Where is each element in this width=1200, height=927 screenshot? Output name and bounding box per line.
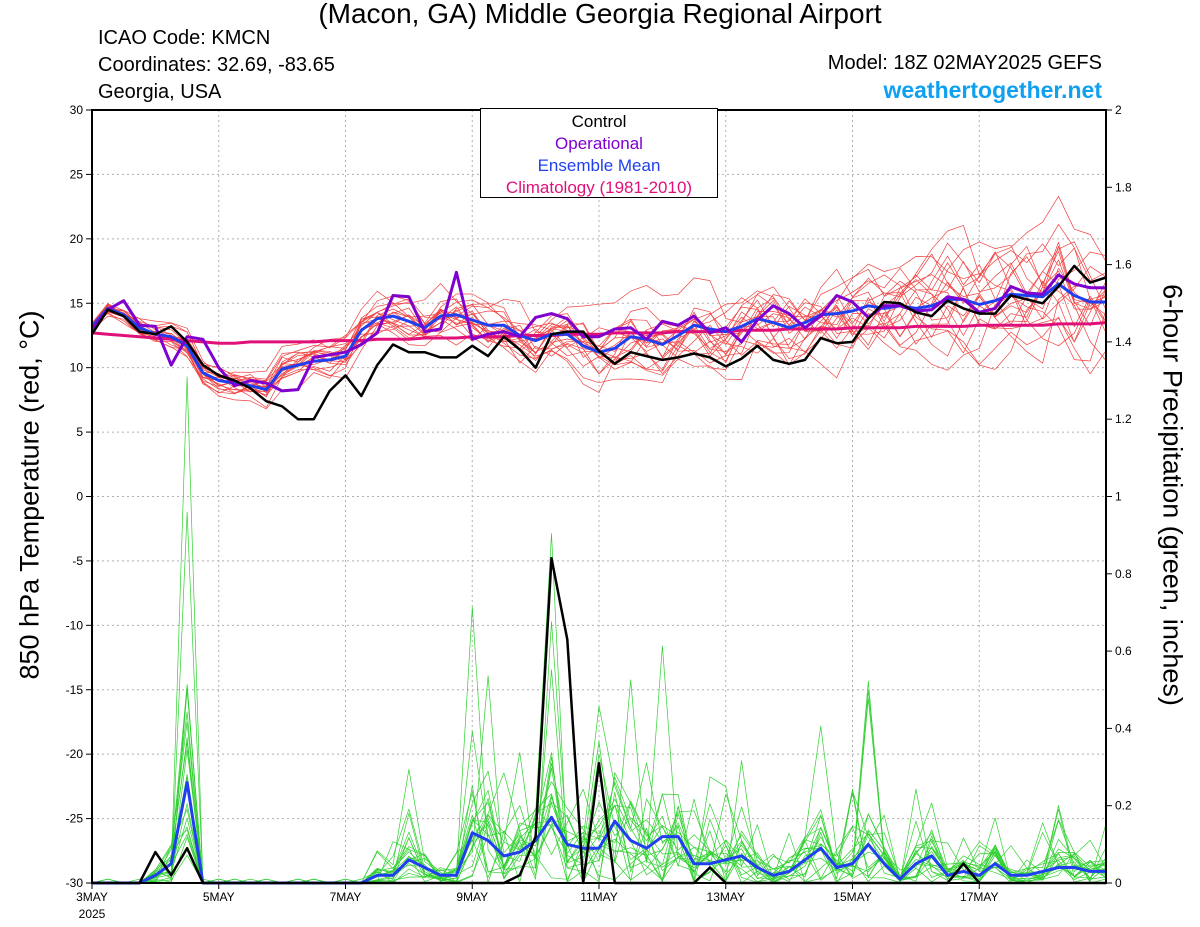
y-tick-label: 5 — [76, 425, 83, 439]
control-temp-line — [90, 264, 1107, 421]
y-tick-label: 25 — [70, 167, 84, 181]
y-tick-label: 20 — [70, 232, 84, 246]
legend-item: Control — [571, 112, 627, 131]
y2-tick-label: 1.2 — [1115, 412, 1132, 426]
ensemble-member-precip-line — [92, 376, 1107, 884]
y2-tick-label: 1.4 — [1115, 335, 1132, 349]
y2-tick-label: 0.6 — [1115, 644, 1132, 658]
climatology-line — [91, 321, 1107, 345]
x-tick-label: 7MAY — [330, 890, 362, 904]
chart-title: (Macon, GA) Middle Georgia Regional Airp… — [318, 0, 882, 29]
y2-tick-label: 0.2 — [1115, 799, 1132, 813]
y-tick-label: -30 — [66, 876, 84, 890]
y-tick-label: -10 — [66, 618, 84, 632]
y2-tick-label: 0.4 — [1115, 721, 1132, 735]
x-tick-label: 15MAY — [833, 890, 871, 904]
model-run: Model: 18Z 02MAY2025 GEFS — [827, 52, 1102, 74]
y2-tick-label: 1 — [1115, 490, 1122, 504]
x-tick-label: 3MAY — [76, 890, 108, 904]
y-tick-label: 30 — [70, 103, 84, 117]
y-tick-label: 0 — [76, 490, 83, 504]
x-tick-sublabel: 2025 — [79, 907, 106, 921]
y-axis-label-left: 850 hPa Temperature (red, °C) — [14, 310, 45, 680]
x-tick-label: 11MAY — [580, 890, 618, 904]
x-tick-label: 9MAY — [456, 890, 488, 904]
region: Georgia, USA — [98, 81, 222, 103]
site-link[interactable]: weathertogether.net — [883, 77, 1102, 103]
ensemble-member-temp-line — [91, 241, 1107, 398]
y-tick-label: 15 — [70, 296, 84, 310]
y-axis-label-right: 6-hour Precipitation (green, inches) — [1157, 284, 1188, 706]
legend: Control Operational Ensemble Mean Climatolo… — [480, 108, 718, 198]
ensemble-member-temp-line — [91, 251, 1107, 408]
x-tick-label: 13MAY — [707, 890, 745, 904]
ensemble-member-precip-line — [92, 511, 1107, 884]
y-tick-label: -5 — [72, 554, 83, 568]
ensemble-member-temp-line — [91, 251, 1107, 393]
y2-tick-label: 1.6 — [1115, 258, 1132, 272]
legend-item: Climatology (1981-2010) — [505, 178, 693, 197]
y-tick-label: 10 — [70, 361, 84, 375]
y-tick-label: -25 — [66, 812, 84, 826]
y-tick-label: -20 — [66, 747, 84, 761]
legend-item: Ensemble Mean — [537, 156, 661, 175]
x-tick-label: 17MAY — [960, 890, 998, 904]
y2-tick-label: 0.8 — [1115, 567, 1132, 581]
y2-tick-label: 1.8 — [1115, 180, 1132, 194]
y2-tick-label: 0 — [1115, 876, 1122, 890]
x-tick-label: 5MAY — [203, 890, 235, 904]
operational-temp-line — [90, 270, 1106, 393]
icao-code: ICAO Code: KMCN — [98, 27, 271, 49]
coordinates: Coordinates: 32.69, -83.65 — [98, 54, 335, 76]
ensemble-member-temp-line — [91, 255, 1107, 410]
y-tick-label: -15 — [66, 683, 84, 697]
y2-tick-label: 2 — [1115, 103, 1122, 117]
legend-item: Operational — [555, 134, 643, 153]
